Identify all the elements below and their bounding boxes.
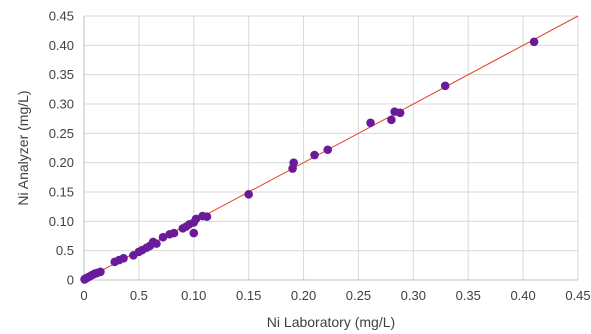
data-point — [189, 228, 199, 238]
x-tick-label: 0.25 — [346, 288, 371, 303]
data-points — [80, 37, 539, 284]
y-tick-label: 0.45 — [49, 9, 74, 24]
y-tick-labels: 0 0.5 0.10 0.15 0.20 0.25 0.30 0.35 0.40 0.45 — [49, 9, 74, 288]
x-tick-labels: 0 0.5 0.10 0.15 0.20 0.25 0.30 0.35 0.40 0.45 — [80, 288, 590, 303]
data-point — [395, 108, 405, 118]
y-tick-label: 0.35 — [49, 67, 74, 82]
data-point — [366, 118, 375, 128]
data-point — [387, 115, 396, 125]
data-point — [323, 145, 333, 155]
y-tick-label: 0.5 — [56, 243, 74, 258]
x-tick-label: 0.45 — [565, 288, 590, 303]
data-point — [169, 228, 179, 238]
data-point — [529, 37, 539, 47]
y-tick-label: 0.15 — [49, 185, 74, 200]
data-point — [96, 267, 105, 277]
y-tick-label: 0.10 — [49, 214, 74, 229]
y-tick-label: 0 — [67, 273, 74, 288]
y-axis-title: Ni Analyzer (mg/L) — [15, 90, 31, 205]
data-point — [289, 158, 298, 167]
x-tick-label: 0 — [80, 288, 87, 303]
data-point — [191, 214, 201, 224]
x-tick-label: 0.40 — [510, 288, 535, 303]
y-tick-label: 0.30 — [49, 97, 74, 112]
data-point — [152, 239, 161, 248]
data-point — [119, 253, 128, 263]
data-point — [158, 232, 168, 242]
x-tick-label: 0.35 — [456, 288, 481, 303]
axes — [83, 16, 578, 281]
y-tick-label: 0.20 — [49, 155, 74, 170]
x-tick-label: 0.5 — [130, 288, 148, 303]
x-tick-label: 0.10 — [181, 288, 206, 303]
data-point — [244, 190, 253, 199]
x-tick-label: 0.20 — [291, 288, 316, 303]
y-tick-label: 0.25 — [49, 126, 74, 141]
data-point — [202, 212, 212, 221]
x-tick-label: 0.30 — [401, 288, 426, 303]
data-point — [440, 81, 450, 91]
y-tick-label: 0.40 — [49, 38, 74, 53]
x-axis-title: Ni Laboratory (mg/L) — [267, 314, 395, 330]
gridlines — [84, 15, 579, 280]
x-tick-label: 0.15 — [236, 288, 261, 303]
data-point — [310, 150, 319, 160]
